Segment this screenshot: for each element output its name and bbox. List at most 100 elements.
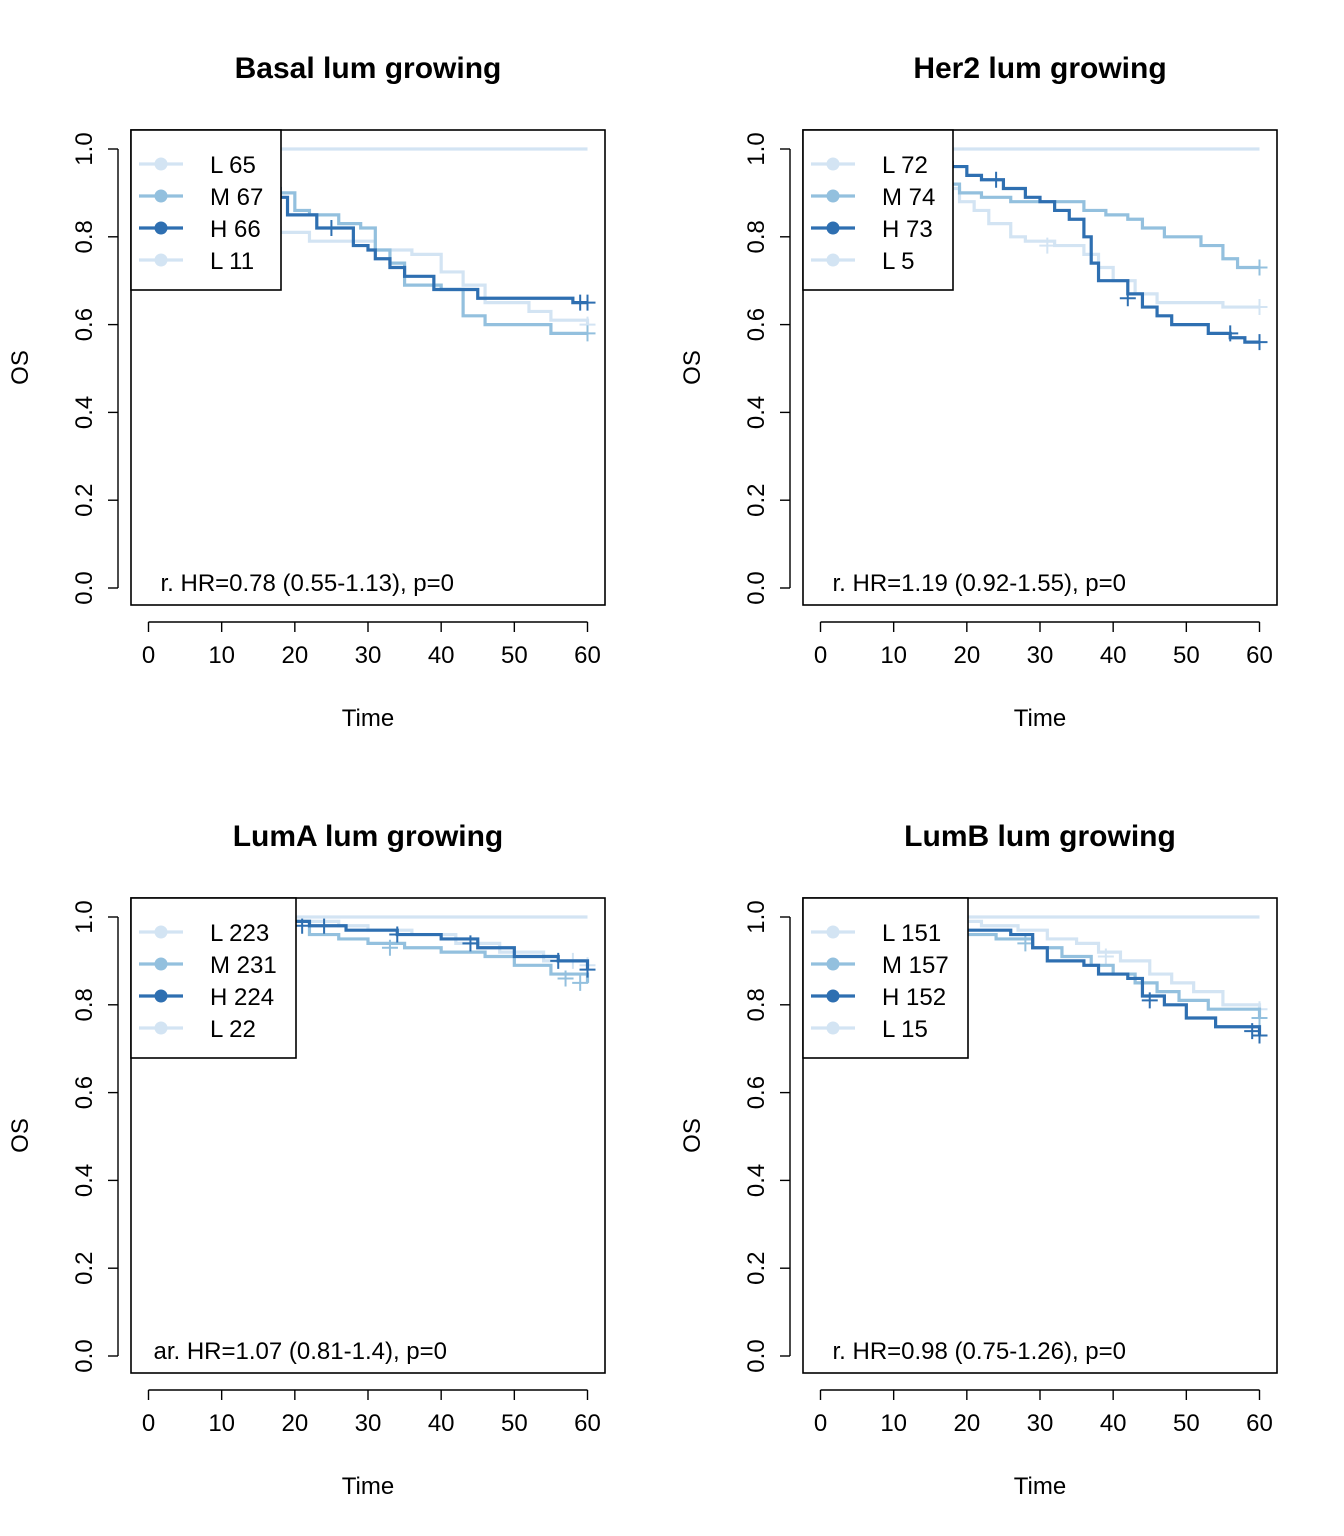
y-tick-label: 0.4 xyxy=(71,396,98,429)
km-panel-1: Basal lum growing 0 10 20 30 40 50 60 Time 0.0 0.2… xyxy=(7,52,606,732)
legend-label: H 152 xyxy=(882,984,946,1011)
y-tick-label: 0.6 xyxy=(743,1076,770,1109)
legend-swatch-dot xyxy=(154,1021,168,1035)
legend-label: L 65 xyxy=(210,152,256,179)
y-tick-label: 0.2 xyxy=(71,484,98,517)
x-tick-label: 40 xyxy=(428,1410,455,1437)
panel-title: Basal lum growing xyxy=(235,52,502,85)
censor-mark xyxy=(550,952,567,969)
legend-swatch-dot xyxy=(826,221,840,235)
legend-swatch-dot xyxy=(826,189,840,203)
legend-label: L 151 xyxy=(882,920,941,947)
legend-item: H 73 xyxy=(811,216,933,243)
censor-mark xyxy=(579,325,596,342)
y-axis: 0.0 0.2 0.4 0.6 0.8 1.0 xyxy=(71,900,119,1373)
legend: L 65 M 67 H 66 L 11 xyxy=(130,129,282,291)
x-axis: 0 10 20 30 40 50 60 xyxy=(142,621,601,669)
x-tick-label: 60 xyxy=(574,1410,601,1437)
legend-item: L 22 xyxy=(139,1016,256,1043)
y-tick-label: 0.6 xyxy=(71,1076,98,1109)
y-tick-label: 0.4 xyxy=(743,1164,770,1197)
x-tick-label: 60 xyxy=(574,642,601,669)
legend-item: L 15 xyxy=(811,1016,928,1043)
legend-item: L 65 xyxy=(139,152,256,179)
censor-mark xyxy=(557,970,574,987)
legend-label: M 157 xyxy=(882,952,949,979)
x-tick-label: 50 xyxy=(1173,642,1200,669)
legend-item: M 231 xyxy=(139,952,277,979)
x-tick-label: 50 xyxy=(501,642,528,669)
censor-mark xyxy=(323,220,340,237)
y-tick-label: 0.4 xyxy=(71,1164,98,1197)
legend-label: L 22 xyxy=(210,1016,256,1043)
y-tick-label: 0.6 xyxy=(743,308,770,341)
censor-mark xyxy=(294,917,311,934)
y-tick-label: 1.0 xyxy=(743,900,770,933)
censor-mark xyxy=(1097,948,1114,965)
y-tick-label: 1.0 xyxy=(71,132,98,165)
legend: L 223 M 231 H 224 L 22 xyxy=(130,897,297,1059)
x-tick-label: 50 xyxy=(501,1410,528,1437)
censor-mark xyxy=(1141,992,1158,1009)
x-tick-label: 0 xyxy=(142,642,155,669)
x-tick-label: 50 xyxy=(1173,1410,1200,1437)
plot-frame xyxy=(802,129,1278,606)
y-tick-label: 0.4 xyxy=(743,396,770,429)
censor-mark xyxy=(1222,325,1239,342)
y-tick-label: 1.0 xyxy=(71,900,98,933)
y-tick-label: 0.2 xyxy=(743,1252,770,1285)
legend-label: M 231 xyxy=(210,952,277,979)
legend-swatch-dot xyxy=(154,925,168,939)
censor-mark xyxy=(389,926,406,943)
x-tick-label: 30 xyxy=(355,642,382,669)
legend-swatch-dot xyxy=(154,157,168,171)
plot-frame xyxy=(130,897,606,1374)
y-axis-label: OS xyxy=(7,1118,34,1153)
x-tick-label: 0 xyxy=(142,1410,155,1437)
legend-item: L 151 xyxy=(811,920,941,947)
legend-item: H 152 xyxy=(811,984,946,1011)
legend-label: M 74 xyxy=(882,184,935,211)
x-axis-label: Time xyxy=(342,705,394,732)
hr-annotation: r. HR=1.19 (0.92-1.55), p=0 xyxy=(832,570,1126,597)
censor-mark xyxy=(988,171,1005,188)
legend-item: M 67 xyxy=(139,184,263,211)
legend: L 72 M 74 H 73 L 5 xyxy=(802,129,954,291)
x-tick-label: 20 xyxy=(281,1410,308,1437)
survival-curve-3 xyxy=(820,915,1262,1036)
x-tick-label: 40 xyxy=(428,642,455,669)
plot-frame xyxy=(802,897,1278,1374)
x-tick-label: 20 xyxy=(953,642,980,669)
legend-swatch-dot xyxy=(154,221,168,235)
censor-mark xyxy=(316,917,333,934)
legend-label: H 66 xyxy=(210,216,261,243)
legend-item: L 72 xyxy=(811,152,928,179)
censor-mark xyxy=(462,935,479,952)
censor-mark xyxy=(1039,237,1056,254)
censor-mark xyxy=(572,974,589,991)
y-axis-label: OS xyxy=(679,350,706,385)
x-tick-label: 0 xyxy=(814,642,827,669)
y-tick-label: 0.8 xyxy=(71,220,98,253)
y-axis: 0.0 0.2 0.4 0.6 0.8 1.0 xyxy=(743,132,791,605)
y-tick-label: 0.0 xyxy=(743,571,770,604)
censor-mark xyxy=(1251,259,1268,276)
censor-mark xyxy=(1251,1027,1268,1044)
x-tick-label: 20 xyxy=(281,642,308,669)
x-tick-label: 10 xyxy=(880,642,907,669)
x-tick-label: 10 xyxy=(880,1410,907,1437)
y-tick-label: 0.8 xyxy=(743,220,770,253)
y-axis-label: OS xyxy=(679,1118,706,1153)
legend-swatch-dot xyxy=(154,989,168,1003)
censor-mark xyxy=(1119,290,1136,307)
y-tick-label: 0.8 xyxy=(71,988,98,1021)
y-axis: 0.0 0.2 0.4 0.6 0.8 1.0 xyxy=(71,132,119,605)
legend-label: L 11 xyxy=(210,248,254,275)
legend-item: L 5 xyxy=(811,248,914,275)
legend-swatch-dot xyxy=(826,957,840,971)
y-tick-label: 0.0 xyxy=(743,1339,770,1372)
x-tick-label: 40 xyxy=(1100,642,1127,669)
